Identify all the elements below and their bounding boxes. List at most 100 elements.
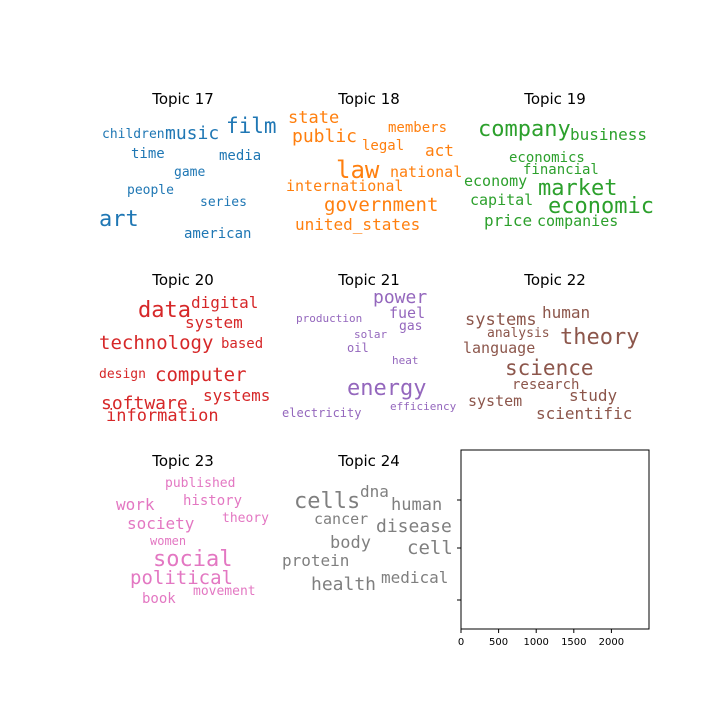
word-financial: financial <box>523 162 599 178</box>
wordcloud-topic-23: Topic 23 published history work theory societ… <box>116 452 269 607</box>
word-health: health <box>311 574 376 595</box>
word-published: published <box>165 476 235 491</box>
word-theory: theory <box>222 511 269 526</box>
word-protein: protein <box>282 551 349 570</box>
word-efficiency: efficiency <box>390 400 457 413</box>
word-energy: energy <box>347 376 426 401</box>
word-systems: systems <box>203 386 270 405</box>
word-analysis: analysis <box>487 326 550 341</box>
word-study: study <box>569 386 618 405</box>
word-book: book <box>142 591 176 607</box>
word-film: film <box>226 114 277 138</box>
panel-title: Topic 19 <box>523 90 586 108</box>
word-digital: digital <box>191 293 258 312</box>
x-tick-label: 2000 <box>599 637 624 648</box>
x-tick-label: 500 <box>489 637 508 648</box>
panel-title: Topic 22 <box>523 271 586 289</box>
word-company: company <box>478 117 571 142</box>
word-human: human <box>391 495 442 515</box>
word-children: children <box>102 127 165 142</box>
wordcloud-topic-19: Topic 19 company business economicsfinancia… <box>464 90 654 230</box>
panel-title: Topic 20 <box>151 271 214 289</box>
word-system: system <box>468 392 522 410</box>
word-work: work <box>116 495 155 514</box>
word-international: international <box>286 177 403 195</box>
word-public: public <box>292 126 357 147</box>
panel-title: Topic 17 <box>151 90 214 108</box>
word-law: law <box>336 156 380 184</box>
word-production: production <box>296 312 362 325</box>
word-music: music <box>165 123 219 144</box>
word-language: language <box>463 339 535 357</box>
word-scientific: scientific <box>536 404 632 423</box>
word-science: science <box>505 356 594 380</box>
word-legal: legal <box>362 138 404 154</box>
panel-title: Topic 24 <box>337 452 400 470</box>
word-price: price <box>484 211 532 230</box>
word-human: human <box>542 303 590 322</box>
word-national: national <box>390 163 462 181</box>
word-economics: economics <box>509 150 585 166</box>
x-tick-label: 1500 <box>561 637 586 648</box>
word-women: women <box>150 534 186 548</box>
word-systems: systems <box>465 310 537 330</box>
topic-panels: Topic 17 children music film time media gamepe… <box>99 90 654 607</box>
word-series: series <box>200 195 247 210</box>
panel-title: Topic 23 <box>151 452 214 470</box>
word-based: based <box>221 336 263 352</box>
word-social: social <box>153 547 232 572</box>
word-political: political <box>130 567 233 589</box>
panel-title: Topic 21 <box>337 271 400 289</box>
word-gas: gas <box>399 319 422 334</box>
word-solar: solar <box>354 328 387 341</box>
word-companies: companies <box>537 212 618 230</box>
word-american: american <box>184 226 251 242</box>
word-media: media <box>219 148 261 164</box>
panel-title: Topic 18 <box>337 90 400 108</box>
word-electricity: electricity <box>282 406 361 420</box>
word-movement: movement <box>193 584 256 599</box>
word-act: act <box>425 141 454 160</box>
word-cells: cells <box>294 489 360 514</box>
word-art: art <box>99 207 139 232</box>
word-game: game <box>174 165 205 180</box>
word-theory: theory <box>560 325 639 350</box>
word-united-states: united_states <box>295 215 420 234</box>
word-business: business <box>570 125 647 144</box>
wordcloud-topic-17: Topic 17 children music film time media gamepe… <box>99 90 277 242</box>
word-computer: computer <box>155 364 247 386</box>
empty-axes: 0 500 1000 1500 2000 <box>457 449 650 648</box>
word-fuel: fuel <box>389 304 425 322</box>
word-information: information <box>106 406 219 426</box>
word-state: state <box>288 108 339 128</box>
word-disease: disease <box>376 516 452 537</box>
word-cancer: cancer <box>314 510 368 528</box>
x-tick-label: 0 <box>458 637 464 648</box>
word-time: time <box>131 146 165 162</box>
word-dna: dna <box>360 482 389 501</box>
word-society: society <box>127 514 195 533</box>
word-history: history <box>183 493 242 509</box>
word-government: government <box>324 194 438 216</box>
word-oil: oil <box>347 341 369 355</box>
word-power: power <box>373 287 427 308</box>
word-technology: technology <box>99 332 213 354</box>
axes-frame <box>460 449 650 630</box>
word-data: data <box>138 298 191 323</box>
word-people: people <box>127 183 174 198</box>
word-economic: economic <box>548 194 654 219</box>
word-capital: capital <box>470 191 533 209</box>
word-research: research <box>512 377 579 393</box>
word-market: market <box>538 176 617 201</box>
word-cell: cell <box>407 537 453 559</box>
word-medical: medical <box>381 568 448 587</box>
word-design: design <box>99 367 146 382</box>
word-software: software <box>101 393 188 414</box>
